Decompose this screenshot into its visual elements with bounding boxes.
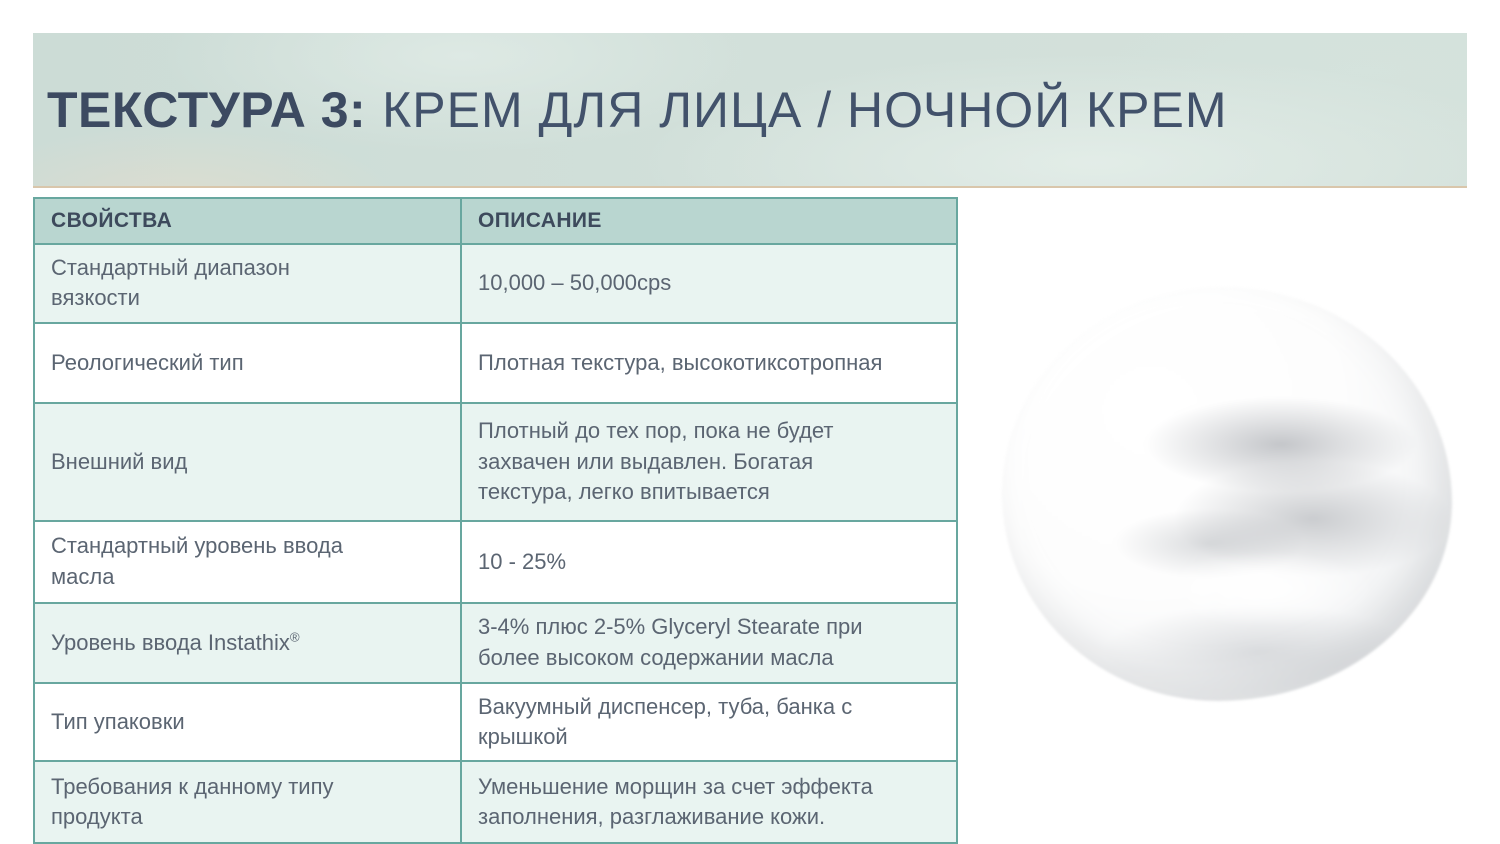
registered-trademark-mark: ®: [289, 629, 300, 645]
description-cell: Плотный до тех пор, пока не будет захвач…: [460, 401, 958, 522]
title-text: КРЕМ ДЛЯ ЛИЦА / НОЧНОЙ КРЕМ: [382, 81, 1228, 138]
description-cell: 10 - 25%: [460, 519, 958, 604]
column-header-description: ОПИСАНИЕ: [460, 197, 958, 245]
table-row-product-requirements: Требования к данному типу продукта Умень…: [33, 760, 958, 844]
header-banner: ТЕКСТУРА 3: КРЕМ ДЛЯ ЛИЦА / НОЧНОЙ КРЕМ: [33, 33, 1467, 188]
description-cell: Уменьшение морщин за счет эффекта заполн…: [460, 760, 958, 844]
property-cell: Требования к данному типу продукта: [33, 760, 462, 844]
page-title: ТЕКСТУРА 3: КРЕМ ДЛЯ ЛИЦА / НОЧНОЙ КРЕМ: [47, 85, 1228, 135]
description-cell: Плотная текстура, высокотиксотропная: [460, 321, 958, 404]
table-row-rheology: Реологический тип Плотная текстура, высо…: [33, 321, 958, 404]
table-row-packaging: Тип упаковки Вакуумный диспенсер, туба, …: [33, 681, 958, 763]
table-header-row: СВОЙСТВА ОПИСАНИЕ: [33, 197, 958, 245]
table-row-appearance: Внешний вид Плотный до тех пор, пока не …: [33, 401, 958, 522]
property-cell: Стандартный диапазон вязкости: [33, 243, 462, 324]
description-cell: Вакуумный диспенсер, туба, банка с крышк…: [460, 681, 958, 763]
cream-dollop-image: [1002, 287, 1452, 701]
title-prefix: ТЕКСТУРА 3:: [47, 81, 367, 138]
property-cell: Внешний вид: [33, 401, 462, 522]
table-row-instathix-level: Уровень ввода Instathix® 3-4% плюс 2-5% …: [33, 601, 958, 684]
property-cell: Реологический тип: [33, 321, 462, 404]
property-text: Уровень ввода Instathix: [51, 629, 290, 655]
description-cell: 10,000 – 50,000cps: [460, 243, 958, 324]
property-cell: Уровень ввода Instathix®: [33, 601, 462, 684]
property-cell: Стандартный уровень ввода масла: [33, 519, 462, 604]
table-row-oil-level: Стандартный уровень ввода масла 10 - 25%: [33, 519, 958, 604]
property-cell: Тип упаковки: [33, 681, 462, 763]
column-header-properties: СВОЙСТВА: [33, 197, 462, 245]
table-row-viscosity: Стандартный диапазон вязкости 10,000 – 5…: [33, 243, 958, 324]
properties-table: СВОЙСТВА ОПИСАНИЕ Стандартный диапазон в…: [33, 197, 958, 844]
description-cell: 3-4% плюс 2-5% Glyceryl Stearate при бол…: [460, 601, 958, 684]
